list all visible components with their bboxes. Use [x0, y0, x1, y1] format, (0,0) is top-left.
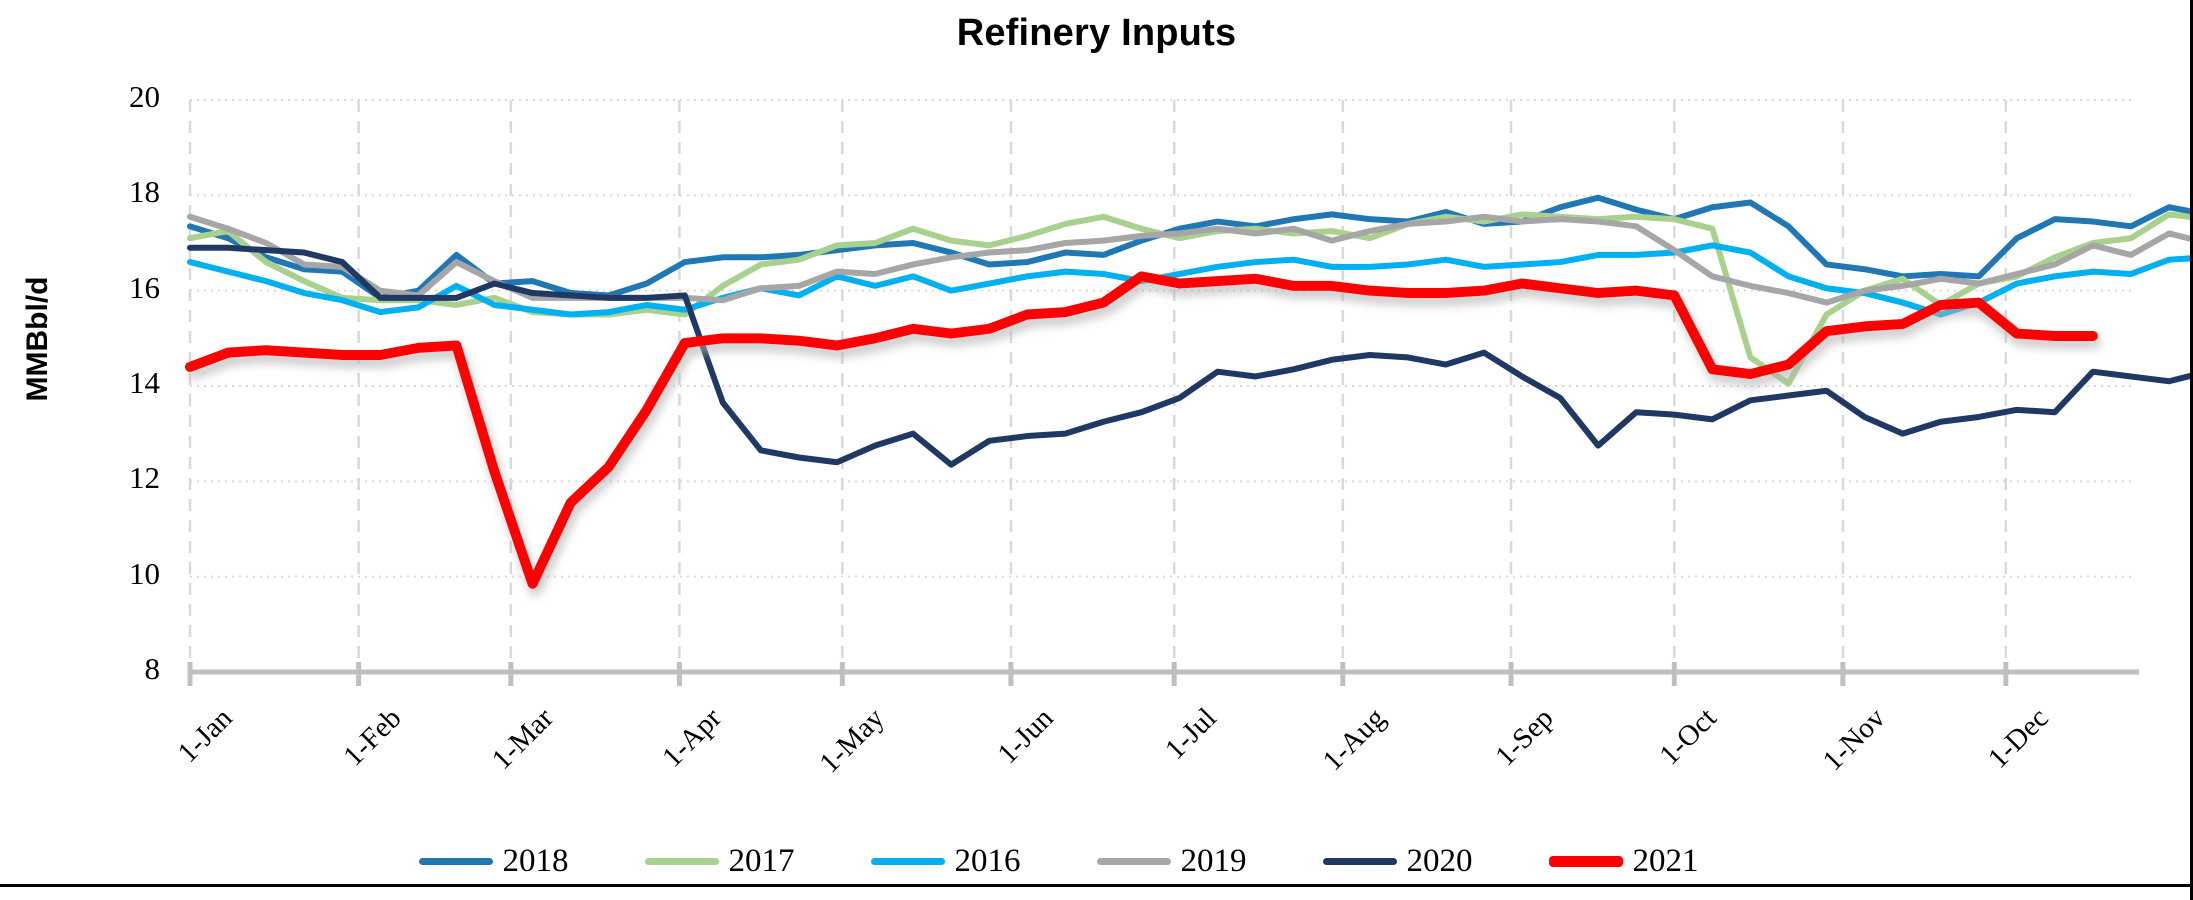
legend-label-2018: 2018: [502, 842, 569, 879]
legend-item-2017[interactable]: 2017: [644, 842, 871, 880]
legend-divider: [0, 884, 2193, 887]
y-tick-label: 20: [129, 79, 160, 114]
y-tick-label: 14: [129, 365, 160, 400]
y-tick-label: 10: [129, 555, 160, 591]
y-tick-label: 16: [129, 269, 160, 305]
series-line-2019: [187, 213, 2193, 306]
y-tick-label: 18: [129, 174, 160, 210]
legend-swatch-2017: [644, 857, 719, 865]
legend-label-2020: 2020: [1406, 842, 1473, 879]
x-gridlines: [188, 100, 2008, 672]
legend-item-2020[interactable]: 2020: [1322, 842, 1549, 880]
legend-label-2019: 2019: [1180, 842, 1247, 879]
legend-swatch-2016: [870, 857, 945, 865]
gridlines: [190, 99, 2131, 673]
series-line-2018: [187, 194, 2193, 301]
right-frame-border: [2190, 0, 2193, 900]
legend-label-2016: 2016: [954, 842, 1021, 879]
legend-swatch-2021: [1548, 855, 1623, 867]
chart-title: Refinery Inputs: [956, 12, 1237, 54]
chart-legend: 2018 2017 2016 2019 2020 2021: [0, 838, 2193, 884]
legend-swatch-2020: [1322, 857, 1397, 865]
legend-label-2021: 2021: [1632, 842, 1699, 879]
legend-swatch-2018: [418, 857, 493, 865]
series-line-2021: [185, 271, 2098, 589]
legend-item-2021[interactable]: 2021: [1548, 842, 1775, 880]
series-line-2020: [187, 244, 2193, 468]
axis-ticks: [187, 662, 2009, 686]
legend-swatch-2019: [1096, 857, 1171, 865]
data-series-layer: [185, 194, 2193, 589]
y-tick-label: 12: [129, 460, 160, 496]
legend-item-2016[interactable]: 2016: [870, 842, 1097, 880]
y-tick-label: 8: [144, 651, 161, 686]
legend-item-2018[interactable]: 2018: [418, 842, 645, 880]
legend-label-2017: 2017: [728, 842, 795, 879]
series-line-2016: [187, 242, 2193, 318]
legend-item-2019[interactable]: 2019: [1096, 842, 1323, 880]
